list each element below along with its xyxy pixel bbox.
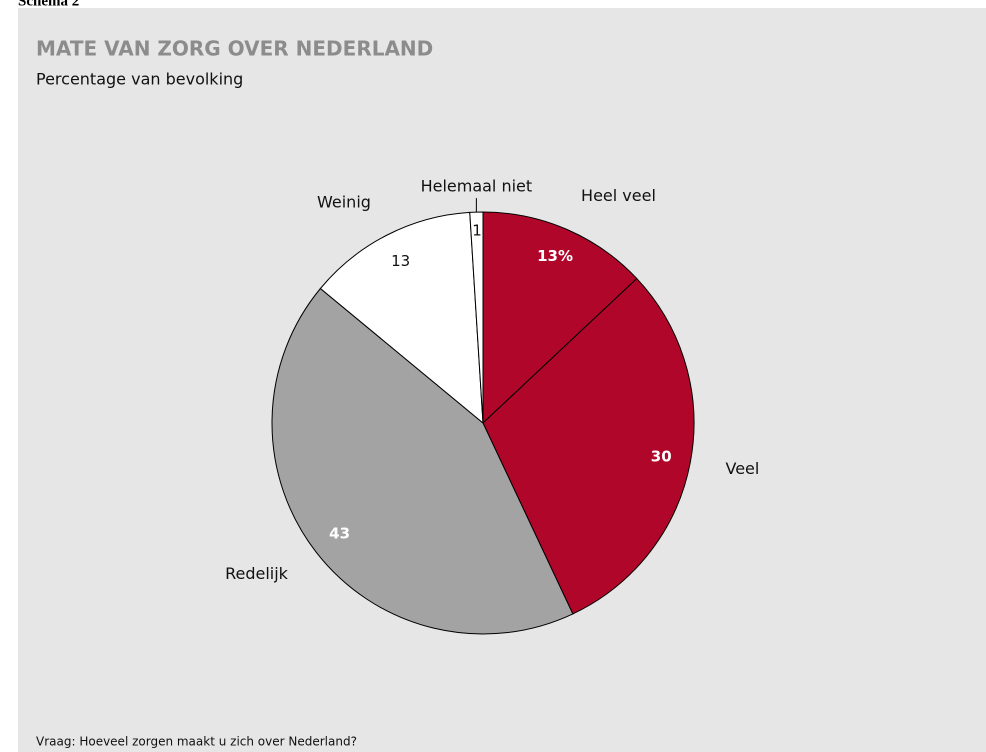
pie-slice <box>319 211 484 425</box>
pie-slice <box>482 211 638 425</box>
value-label: 43 <box>329 525 350 543</box>
category-label: Heel veel <box>581 186 656 205</box>
category-label: Redelijk <box>225 564 289 583</box>
value-label: 1 <box>472 222 482 240</box>
category-label: Weinig <box>317 193 371 212</box>
value-label: 13 <box>391 252 410 270</box>
header: Schema 2 <box>18 0 79 9</box>
chart-subtitle: Percentage van bevolking <box>36 70 243 89</box>
pie-slice <box>271 287 574 635</box>
value-label: 13% <box>537 247 573 265</box>
pie-slice <box>482 277 695 615</box>
chart-title: MATE VAN ZORG OVER NEDERLAND <box>36 37 433 61</box>
value-label: 30 <box>651 448 672 466</box>
footnote: Vraag: Hoeveel zorgen maakt u zich over … <box>36 735 357 749</box>
category-label: Veel <box>725 459 759 478</box>
category-label: Helemaal niet <box>421 177 533 196</box>
